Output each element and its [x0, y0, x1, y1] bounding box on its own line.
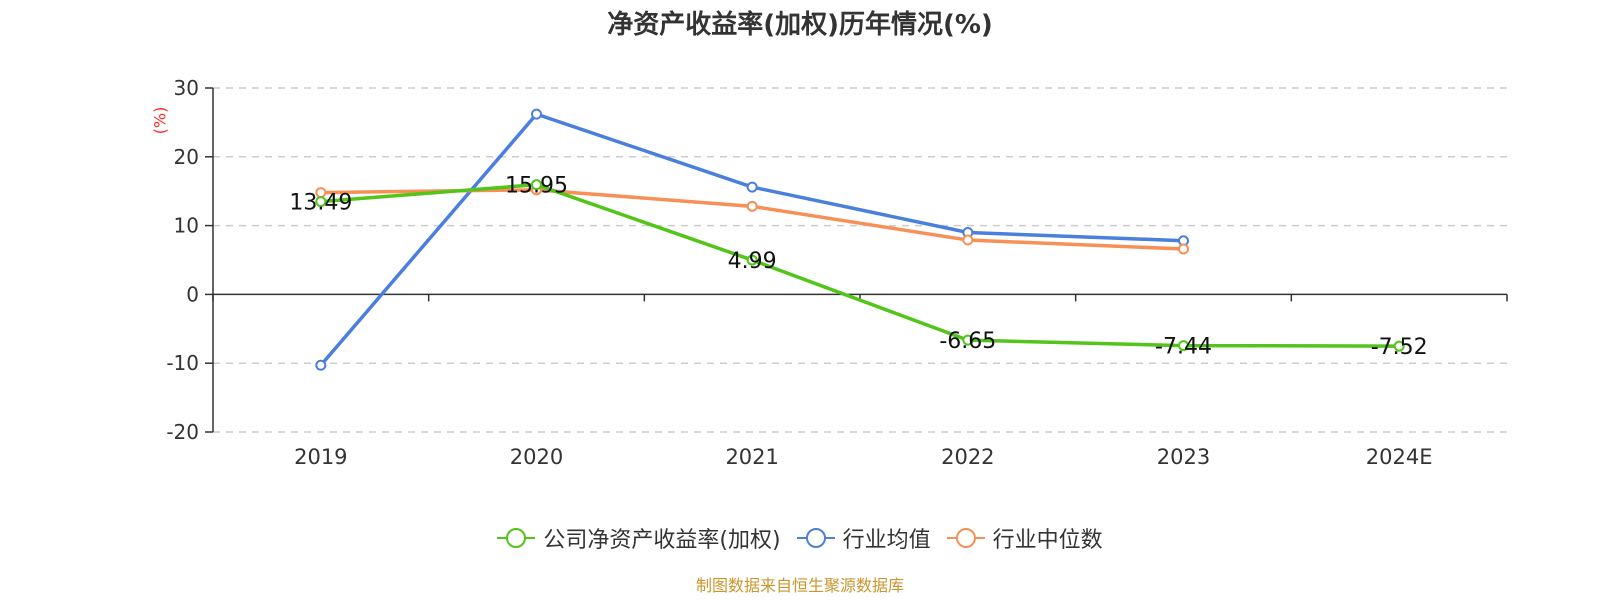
- legend-label-company: 公司净资产收益率(加权): [543, 528, 781, 553]
- data-point: [531, 108, 542, 120]
- data-point: [962, 234, 974, 246]
- y-tick-label: 20: [174, 145, 199, 169]
- data-point: [315, 196, 327, 208]
- data-point: [746, 200, 758, 212]
- y-tick-label: 30: [174, 76, 199, 100]
- x-tick-label: 2022: [941, 445, 994, 469]
- x-tick-label: 2020: [510, 445, 563, 469]
- x-tick-label: 2021: [725, 445, 778, 469]
- legend: 公司净资产收益率(加权) 行业均值 行业中位数: [0, 522, 1600, 554]
- series-line: [319, 112, 1184, 367]
- data-label: -7.44: [1155, 335, 1212, 360]
- data-label: 15.95: [505, 174, 568, 199]
- data-label: -6.65: [939, 329, 996, 354]
- data-point: [315, 359, 327, 371]
- data-point: [962, 334, 974, 346]
- legend-swatch-company: [497, 528, 536, 548]
- legend-item-industry-median[interactable]: 行业中位数: [946, 522, 1103, 554]
- y-tick-label: 10: [174, 214, 199, 238]
- data-point: [1178, 243, 1189, 255]
- data-label: 4.99: [728, 249, 777, 274]
- legend-label-industry-average: 行业均值: [842, 528, 931, 553]
- x-tick-label: 2023: [1157, 445, 1210, 469]
- legend-item-industry-average[interactable]: 行业均值: [796, 522, 931, 554]
- x-tick-label: 2024E: [1366, 445, 1433, 469]
- legend-item-company[interactable]: 公司净资产收益率(加权): [497, 522, 781, 554]
- data-label: 13.49: [289, 191, 352, 216]
- y-tick-label: -20: [166, 420, 199, 444]
- series-line: [320, 182, 1400, 348]
- series-line: [320, 188, 1184, 251]
- data-point: [531, 179, 542, 191]
- data-label: -7.52: [1371, 335, 1428, 360]
- data-point: [746, 181, 758, 193]
- x-tick-label: 2019: [294, 445, 347, 469]
- legend-swatch-industry-average: [796, 528, 835, 548]
- data-point: [1178, 340, 1189, 352]
- legend-swatch-industry-median: [946, 528, 985, 548]
- data-source-note: 制图数据来自恒生聚源数据库: [695, 576, 904, 595]
- y-tick-label: 0: [186, 282, 199, 306]
- data-point: [1393, 340, 1405, 352]
- legend-label-industry-median: 行业中位数: [992, 528, 1103, 553]
- data-point: [746, 254, 758, 266]
- chart-title: 净资产收益率(加权)历年情况(%): [607, 10, 993, 40]
- y-tick-label: -10: [166, 351, 199, 375]
